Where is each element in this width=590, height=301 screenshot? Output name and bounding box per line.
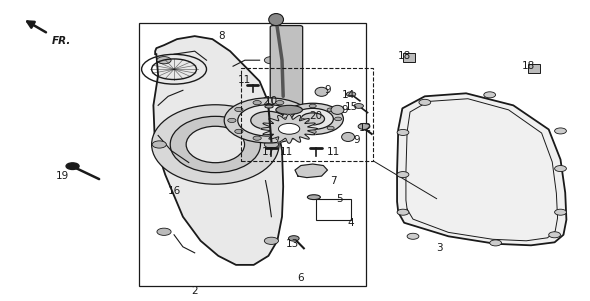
Circle shape [253,136,261,140]
Circle shape [397,209,409,215]
Polygon shape [295,164,327,178]
Text: 14: 14 [342,90,355,100]
Circle shape [235,107,243,112]
Text: 12: 12 [359,123,372,133]
Circle shape [327,108,334,112]
Text: 7: 7 [330,175,337,186]
Circle shape [358,123,370,129]
Circle shape [294,129,302,133]
Ellipse shape [152,105,279,184]
Circle shape [309,130,316,134]
Circle shape [555,128,566,134]
Circle shape [284,117,291,121]
Circle shape [407,233,419,239]
Circle shape [555,166,566,172]
Circle shape [253,101,261,105]
Ellipse shape [186,126,244,163]
Text: 9: 9 [353,135,360,145]
Text: 13: 13 [286,239,299,249]
Circle shape [291,126,299,130]
Bar [139,23,366,286]
Circle shape [490,240,502,246]
Circle shape [419,99,431,105]
Ellipse shape [315,87,328,96]
Circle shape [555,209,566,215]
FancyBboxPatch shape [270,26,303,113]
Text: 11: 11 [280,147,293,157]
Circle shape [549,232,560,238]
Circle shape [354,104,363,108]
Text: 11: 11 [238,75,251,85]
Circle shape [327,126,334,130]
Text: 15: 15 [345,102,358,112]
Text: 17: 17 [262,147,275,157]
Circle shape [276,101,284,105]
Text: 20: 20 [309,111,322,121]
Text: 9: 9 [342,105,349,115]
Bar [316,199,351,220]
Circle shape [289,236,299,241]
Circle shape [484,92,496,98]
Text: 16: 16 [168,186,181,196]
Circle shape [309,104,316,108]
Bar [528,64,540,73]
Text: 2: 2 [191,286,198,296]
Circle shape [278,123,300,134]
Ellipse shape [307,195,320,200]
Circle shape [292,108,333,129]
Text: FR.: FR. [52,36,71,45]
Circle shape [224,98,313,143]
Text: 9: 9 [324,85,331,95]
Ellipse shape [269,14,283,26]
Text: 3: 3 [436,243,443,253]
Circle shape [291,108,299,112]
Circle shape [264,57,278,64]
Text: 6: 6 [297,273,304,284]
Circle shape [294,107,302,112]
Circle shape [346,92,356,97]
Ellipse shape [276,105,302,114]
Circle shape [276,136,284,140]
Ellipse shape [342,132,355,141]
Circle shape [301,118,309,123]
Circle shape [157,57,171,64]
Text: 5: 5 [336,194,343,204]
Text: 18: 18 [398,51,411,61]
Polygon shape [153,36,283,265]
Circle shape [397,129,409,135]
Text: 8: 8 [218,31,225,41]
Circle shape [228,118,236,123]
Bar [403,53,415,62]
Bar [241,68,373,161]
Circle shape [152,141,166,148]
Ellipse shape [331,105,344,114]
Circle shape [282,103,343,135]
Text: 10: 10 [265,96,278,106]
Text: 21: 21 [262,97,275,107]
Circle shape [157,228,171,235]
Ellipse shape [170,116,261,172]
Circle shape [66,163,79,169]
Circle shape [264,237,278,244]
Circle shape [335,117,342,121]
Polygon shape [261,114,317,143]
Text: 18: 18 [522,61,535,71]
Text: 11: 11 [327,147,340,157]
Text: 19: 19 [55,171,68,181]
Circle shape [251,111,286,129]
Circle shape [264,141,278,148]
Ellipse shape [265,105,273,108]
Circle shape [397,172,409,178]
Circle shape [235,129,243,133]
Polygon shape [397,93,566,245]
Circle shape [301,113,324,125]
Circle shape [238,105,299,136]
Text: 4: 4 [348,218,355,228]
